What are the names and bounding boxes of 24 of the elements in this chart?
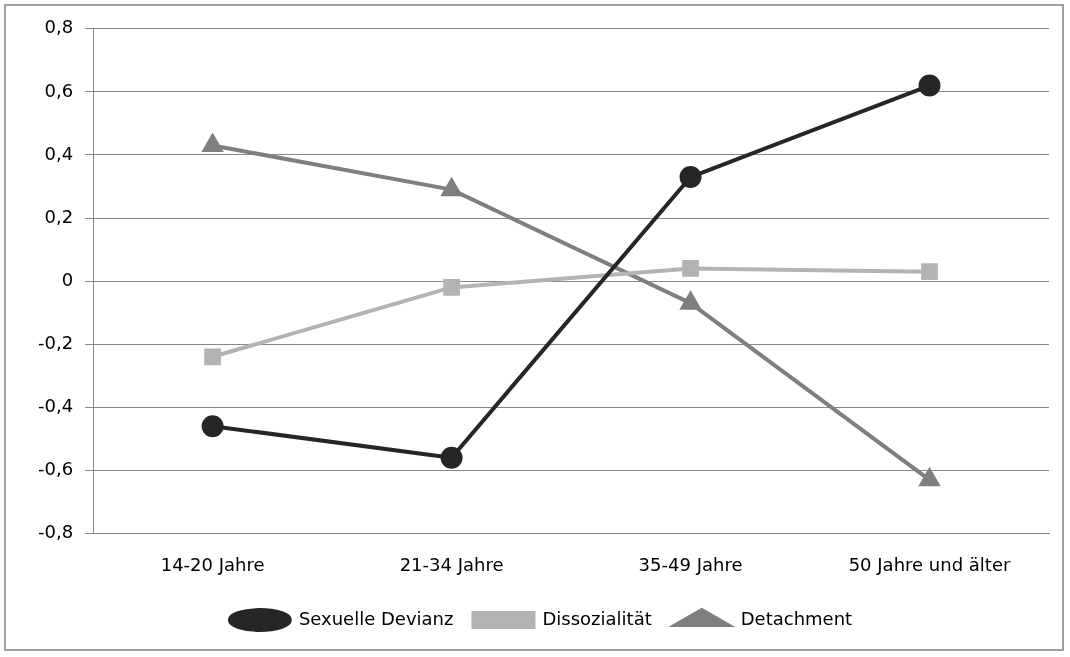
y-tick-label: -0,6 [38, 458, 74, 479]
y-tick-label: -0,8 [38, 521, 74, 543]
x-tick-label: 21-34 Jahre [399, 553, 504, 575]
legend-label: Detachment [740, 607, 853, 629]
point [440, 446, 463, 469]
y-tick-label: 0,6 [44, 79, 74, 101]
y-tick-label: -0,4 [38, 394, 74, 416]
point [443, 279, 460, 296]
point [201, 415, 224, 438]
point [204, 348, 221, 366]
x-tick-label: 14-20 Jahre [160, 553, 265, 575]
y-tick-label: 0 [61, 268, 74, 290]
point [918, 74, 941, 97]
x-tick-label: 35-49 Jahre [638, 553, 743, 575]
point [682, 260, 699, 277]
y-tick-label: -0,2 [38, 331, 74, 353]
point [679, 166, 702, 189]
legend-label: Sexuelle Devianz [298, 607, 454, 629]
point [921, 263, 938, 280]
y-tick-label: 0,2 [44, 205, 74, 227]
legend-label: Dissozialität [542, 607, 652, 629]
x-tick-label: 50 Jahre und älter [848, 553, 1011, 575]
y-tick-label: 0,8 [44, 16, 74, 38]
y-tick-label: 0,4 [44, 142, 74, 164]
